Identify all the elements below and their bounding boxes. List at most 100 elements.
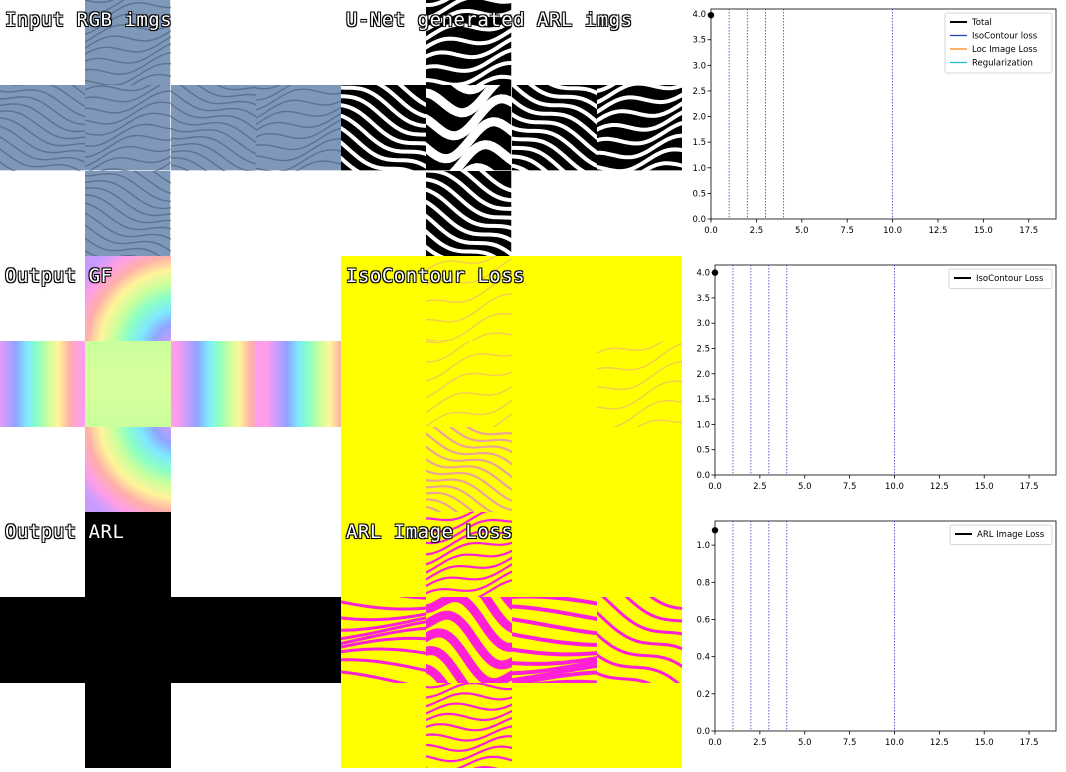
legend-box [944,12,1053,74]
y-tick-label: 1.5 [692,138,706,148]
image-tile [596,85,682,171]
image-tile [85,0,171,86]
image-tile [341,341,427,427]
x-tick-label: 12.5 [930,482,949,492]
y-tick-label: 0.5 [692,189,706,199]
y-tick-label: 0.5 [696,446,710,456]
y-tick-label: 4.0 [696,269,710,279]
y-tick-label: 0.4 [696,653,710,663]
image-tile [426,0,512,86]
image-tile [255,597,341,683]
image-tile [511,597,597,683]
y-tick-label: 3.5 [696,294,710,304]
x-tick-label: 5.0 [798,482,812,492]
image-tile [85,341,171,427]
legend-label: Regularization [972,59,1033,69]
panel-label: Output GF [5,265,113,287]
y-tick-label: 3.0 [692,61,706,71]
image-tile [170,85,256,171]
image-tile [170,597,256,683]
image-tile [426,341,512,427]
total-loss-chart-svg: 0.0 2.5 5.0 7.5 10.0 12.5 15.0 17.5 0.0 0.5 1.0 1.5… [692,8,1057,236]
arl-image-loss-chart: 0.0 2.5 5.0 7.5 10.0 12.5 15.0 17.5 0.0 0.2 0.4 0.6… [682,512,1066,768]
x-tick-label: 10.0 [883,226,902,236]
image-tile [426,426,512,512]
legend-label: Loc Image Loss [972,45,1038,55]
image-tile [85,682,171,768]
x-tick-label: 0.0 [708,738,722,748]
y-tick-label: 2.0 [692,113,706,123]
panel-output-arl: Output ARL [0,512,341,768]
panel-label: Input RGB imgs [5,9,173,31]
panel-input-rgb: Input RGB imgs [0,0,341,256]
y-tick-label: 0.0 [692,215,706,225]
y-tick-label: 0.2 [696,690,710,700]
data-point [711,269,719,276]
y-tick-label: 1.0 [696,541,710,551]
x-tick-label: 17.5 [1020,738,1039,748]
x-tick-label: 2.5 [753,482,767,492]
panel-unet-arl: U-Net generated ARL imgs [341,0,682,256]
legend-label: IsoContour loss [972,32,1038,42]
image-tile [596,341,682,427]
x-tick-label: 15.0 [975,738,994,748]
image-tile [596,597,682,683]
data-point [707,11,715,19]
x-tick-label: 12.5 [929,226,948,236]
image-tile [341,85,427,171]
total-loss-chart: 0.0 2.5 5.0 7.5 10.0 12.5 15.0 17.5 0.0 0.5 1.0 1.5… [682,0,1066,256]
y-tick-label: 1.5 [696,395,710,405]
x-tick-label: 12.5 [930,738,949,748]
image-tile [426,512,512,598]
image-tile [85,85,171,171]
x-tick-label: 5.0 [798,738,812,748]
y-tick-label: 0.0 [696,471,710,481]
x-tick-label: 5.0 [795,226,809,236]
isocontour-loss-chart: 0.0 2.5 5.0 7.5 10.0 12.5 15.0 17.5 0.0 0.5 1.0 1.5… [682,256,1066,512]
x-tick-label: 15.0 [974,226,993,236]
image-tile [426,597,512,683]
x-tick-label: 2.5 [750,226,764,236]
panel-label: ARL Image Loss [346,521,514,543]
image-tile [0,597,86,683]
y-tick-label: 3.0 [696,319,710,329]
image-tile [255,341,341,427]
image-tile [426,256,512,342]
image-tile [255,85,341,171]
legend-box [949,524,1053,545]
x-tick-label: 10.0 [885,482,904,492]
y-tick-label: 0.6 [696,615,710,625]
image-tile [511,341,597,427]
panel-arl-image-loss: ARL Image Loss [341,512,682,768]
panel-label: IsoContour Loss [346,265,526,287]
image-tile [511,85,597,171]
image-tile [170,341,256,427]
image-tile [0,341,86,427]
plot-frame [714,264,1057,476]
y-tick-label: 1.0 [692,164,706,174]
y-tick-label: 0.8 [696,578,710,588]
legend-label: ARL Image Loss [977,530,1045,540]
x-tick-label: 17.5 [1019,226,1038,236]
legend-box [948,268,1053,289]
image-tile [85,170,171,256]
y-tick-label: 2.0 [696,370,710,380]
x-tick-label: 0.0 [708,482,722,492]
legend-label: Total [971,18,992,28]
x-tick-label: 7.5 [843,482,857,492]
image-tile [426,85,512,171]
data-point [711,527,719,534]
panel-label: Output ARL [5,521,125,543]
arl-image-loss-chart-svg: 0.0 2.5 5.0 7.5 10.0 12.5 15.0 17.5 0.0 0.2 0.4 0.6… [696,520,1057,748]
panel-isocontour-loss: IsoContour Loss [341,256,682,512]
x-tick-label: 2.5 [753,738,767,748]
image-tile [85,512,171,598]
plot-frame [714,520,1057,732]
x-tick-label: 15.0 [975,482,994,492]
panel-output-gf: Output GF [0,256,341,512]
image-tile [85,426,171,512]
image-tile [426,170,512,256]
image-tile [426,682,512,768]
image-tile [341,597,427,683]
image-tile [0,85,86,171]
